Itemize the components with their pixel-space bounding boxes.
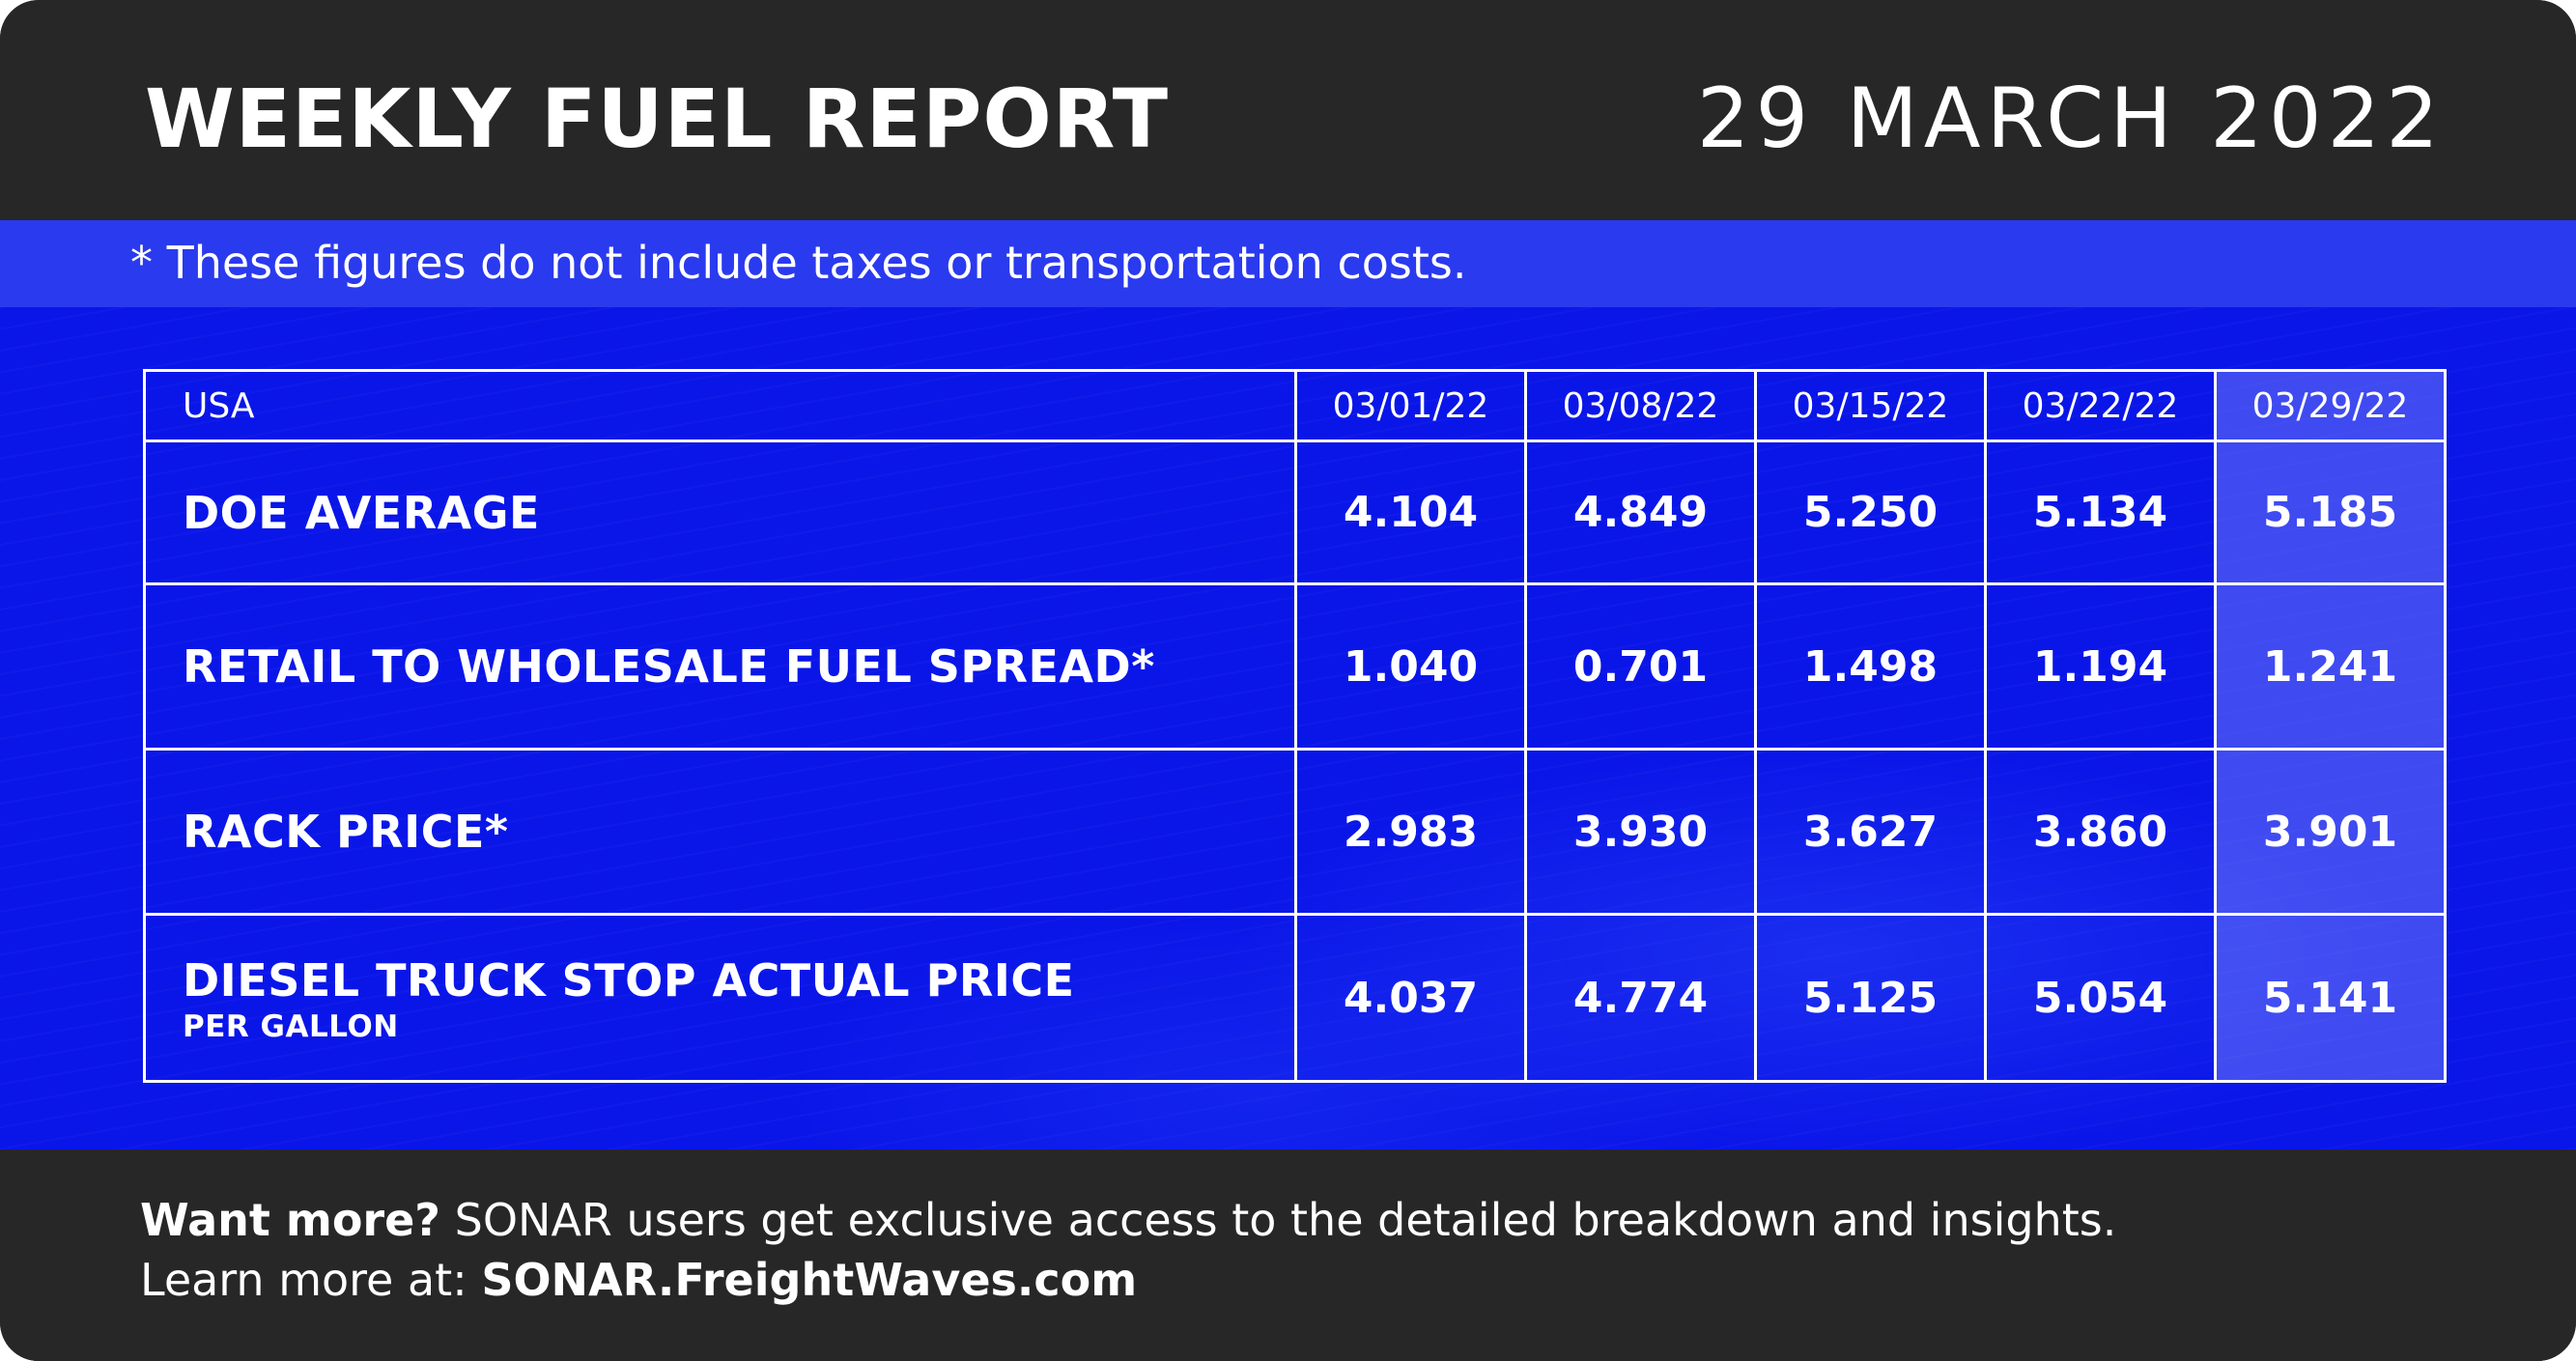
table-cell-value: 2.983 xyxy=(1294,748,1527,916)
table-cell-value: 3.860 xyxy=(1984,748,2217,916)
promo-text: SONAR users get exclusive access to the … xyxy=(440,1194,2117,1246)
table-cell-value: 4.849 xyxy=(1524,439,1757,585)
column-header-date: 03/01/22 xyxy=(1294,369,1527,442)
report-footer: Want more? SONAR users get exclusive acc… xyxy=(0,1149,2576,1361)
table-row-doe-average: DOE AVERAGE 4.104 4.849 5.250 5.134 5.18… xyxy=(143,439,2447,585)
table-row-diesel-truck-stop: DIESEL TRUCK STOP ACTUAL PRICE PER GALLO… xyxy=(143,913,2447,1083)
learn-more-line: Learn more at: SONAR.FreightWaves.com xyxy=(140,1250,1137,1310)
row-label-text: RACK PRICE* xyxy=(183,806,509,858)
column-header-date: 03/22/22 xyxy=(1984,369,2217,442)
table-cell-value-current: 5.185 xyxy=(2214,439,2447,585)
row-sublabel-text: PER GALLON xyxy=(183,1009,399,1044)
table-cell-value: 3.627 xyxy=(1754,748,1987,916)
table-cell-value-current: 5.141 xyxy=(2214,913,2447,1083)
table-header-row: USA 03/01/22 03/08/22 03/15/22 03/22/22 … xyxy=(143,369,2447,442)
column-header-date: 03/08/22 xyxy=(1524,369,1757,442)
row-label: DOE AVERAGE xyxy=(143,439,1297,585)
table-cell-value: 0.701 xyxy=(1524,582,1757,751)
table-cell-value-current: 3.901 xyxy=(2214,748,2447,916)
table-cell-value: 3.930 xyxy=(1524,748,1757,916)
report-date: 29 MARCH 2022 xyxy=(1696,71,2445,167)
report-title: WEEKLY FUEL REPORT xyxy=(145,71,1170,166)
promo-line: Want more? SONAR users get exclusive acc… xyxy=(140,1190,2116,1250)
disclaimer-strip: * These figures do not include taxes or … xyxy=(0,220,2576,307)
row-label: RETAIL TO WHOLESALE FUEL SPREAD* xyxy=(143,582,1297,751)
table-cell-value: 1.194 xyxy=(1984,582,2217,751)
table-cell-value: 5.250 xyxy=(1754,439,1987,585)
fuel-price-table: USA 03/01/22 03/08/22 03/15/22 03/22/22 … xyxy=(143,369,2447,1083)
promo-lead-bold: Want more? xyxy=(140,1194,440,1246)
table-cell-value: 5.054 xyxy=(1984,913,2217,1083)
table-cell-value: 1.040 xyxy=(1294,582,1527,751)
row-label-text: DIESEL TRUCK STOP ACTUAL PRICE xyxy=(183,954,1075,1007)
row-label-text: DOE AVERAGE xyxy=(183,486,540,539)
table-row-fuel-spread: RETAIL TO WHOLESALE FUEL SPREAD* 1.040 0… xyxy=(143,582,2447,751)
column-header-date: 03/15/22 xyxy=(1754,369,1987,442)
table-cell-value-current: 1.241 xyxy=(2214,582,2447,751)
table-cell-value: 4.104 xyxy=(1294,439,1527,585)
table-cell-value: 4.037 xyxy=(1294,913,1527,1083)
row-label: DIESEL TRUCK STOP ACTUAL PRICE PER GALLO… xyxy=(143,913,1297,1083)
row-label: RACK PRICE* xyxy=(143,748,1297,916)
table-row-rack-price: RACK PRICE* 2.983 3.930 3.627 3.860 3.90… xyxy=(143,748,2447,916)
column-header-date-current: 03/29/22 xyxy=(2214,369,2447,442)
sonar-link[interactable]: SONAR.FreightWaves.com xyxy=(481,1254,1138,1306)
table-cell-value: 5.134 xyxy=(1984,439,2217,585)
row-label-text: RETAIL TO WHOLESALE FUEL SPREAD* xyxy=(183,640,1155,693)
learn-more-text: Learn more at: xyxy=(140,1254,482,1306)
table-cell-value: 4.774 xyxy=(1524,913,1757,1083)
region-label: USA xyxy=(143,369,1297,442)
table-cell-value: 1.498 xyxy=(1754,582,1987,751)
report-body: * These figures do not include taxes or … xyxy=(0,220,2576,1149)
table-cell-value: 5.125 xyxy=(1754,913,1987,1083)
disclaimer-note: * These figures do not include taxes or … xyxy=(130,237,1467,289)
report-header: WEEKLY FUEL REPORT 29 MARCH 2022 xyxy=(0,0,2576,220)
